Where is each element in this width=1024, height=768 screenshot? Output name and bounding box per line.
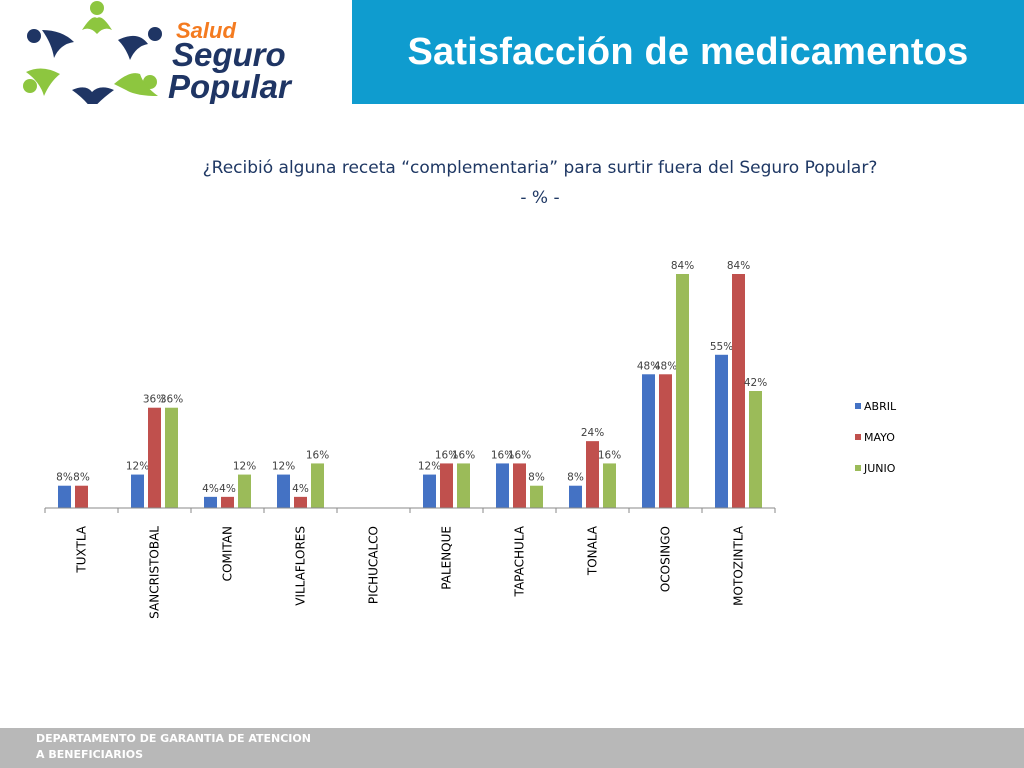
bar-abril-motozintla bbox=[715, 354, 728, 508]
bar-mayo-comitan bbox=[221, 496, 234, 508]
seguro-popular-logo: Salud Seguro Popular bbox=[0, 0, 352, 125]
bar-abril-comitan bbox=[204, 496, 217, 508]
x-tick-label: TUXTLA bbox=[75, 525, 89, 573]
footer-line-1: DEPARTAMENTO DE GARANTIA DE ATENCION bbox=[36, 732, 311, 745]
bar-abril-tapachula bbox=[496, 463, 509, 508]
header-band: Satisfacción de medicamentos bbox=[352, 0, 1024, 104]
bar-mayo-tuxtla bbox=[75, 485, 88, 508]
bar-junio-ocosingo bbox=[676, 274, 689, 508]
chart-unit: - % - bbox=[520, 188, 560, 208]
legend-label-mayo: MAYO bbox=[864, 431, 895, 444]
data-label: 16% bbox=[491, 449, 514, 461]
data-label: 12% bbox=[418, 461, 441, 473]
data-label: 16% bbox=[452, 449, 475, 461]
data-label: 84% bbox=[671, 260, 694, 272]
bar-mayo-villaflores bbox=[294, 496, 307, 508]
data-label: 4% bbox=[292, 483, 309, 495]
footer-line-2: A BENEFICIARIOS bbox=[36, 748, 144, 761]
footer-text: DEPARTAMENTO DE GARANTIA DE ATENCION A B… bbox=[36, 731, 311, 763]
data-label: 4% bbox=[219, 483, 236, 495]
bar-junio-motozintla bbox=[749, 391, 762, 508]
bar-junio-sancristobal bbox=[165, 407, 178, 508]
chart-question: ¿Recibió alguna receta “complementaria” … bbox=[202, 158, 878, 178]
x-tick-label: VILLAFLORES bbox=[294, 526, 308, 606]
bar-abril-tuxtla bbox=[58, 485, 71, 508]
data-label: 16% bbox=[598, 449, 621, 461]
bar-mayo-palenque bbox=[440, 463, 453, 508]
bar-junio-tonala bbox=[603, 463, 616, 508]
data-label: 8% bbox=[56, 472, 73, 484]
x-tick-label: SANCRISTOBAL bbox=[148, 526, 162, 619]
legend-swatch-abril bbox=[855, 403, 861, 409]
data-label: 16% bbox=[435, 449, 458, 461]
data-label: 12% bbox=[272, 461, 295, 473]
bar-mayo-motozintla bbox=[732, 274, 745, 508]
people-circle-icon bbox=[23, 1, 162, 125]
x-tick-label: OCOSINGO bbox=[659, 526, 673, 592]
legend-swatch-mayo bbox=[855, 434, 861, 440]
legend-swatch-junio bbox=[855, 465, 861, 471]
data-label: 48% bbox=[637, 360, 660, 372]
data-label: 16% bbox=[306, 449, 329, 461]
bar-mayo-sancristobal bbox=[148, 407, 161, 508]
x-tick-label: PICHUCALCO bbox=[367, 526, 381, 604]
data-label: 4% bbox=[202, 483, 219, 495]
data-label: 84% bbox=[727, 260, 750, 272]
x-tick-label: TONALA bbox=[586, 525, 600, 576]
data-label: 8% bbox=[73, 472, 90, 484]
data-label: 12% bbox=[233, 461, 256, 473]
data-label: 8% bbox=[567, 472, 584, 484]
logo-seguro-text: Seguro bbox=[172, 36, 286, 73]
footer-band: DEPARTAMENTO DE GARANTIA DE ATENCION A B… bbox=[0, 728, 1024, 768]
legend-label-junio: JUNIO bbox=[863, 462, 896, 475]
data-label: 36% bbox=[160, 394, 183, 406]
legend-label-abril: ABRIL bbox=[864, 400, 897, 413]
data-label: 36% bbox=[143, 394, 166, 406]
logo-popular-text: Popular bbox=[168, 68, 293, 104]
bar-mayo-ocosingo bbox=[659, 374, 672, 508]
bar-abril-tonala bbox=[569, 485, 582, 508]
data-label: 8% bbox=[528, 472, 545, 484]
data-label: 16% bbox=[508, 449, 531, 461]
data-label: 55% bbox=[710, 341, 733, 353]
bar-abril-villaflores bbox=[277, 474, 290, 508]
page-title: Satisfacción de medicamentos bbox=[407, 30, 969, 73]
data-label: 42% bbox=[744, 377, 767, 389]
x-tick-label: COMITAN bbox=[221, 526, 235, 581]
data-label: 12% bbox=[126, 461, 149, 473]
x-tick-label: TAPACHULA bbox=[513, 525, 527, 597]
bar-junio-palenque bbox=[457, 463, 470, 508]
bar-mayo-tapachula bbox=[513, 463, 526, 508]
x-tick-label: PALENQUE bbox=[440, 526, 454, 590]
bar-abril-sancristobal bbox=[131, 474, 144, 508]
bar-junio-comitan bbox=[238, 474, 251, 508]
bar-junio-villaflores bbox=[311, 463, 324, 508]
logo-salud-text: Salud bbox=[176, 18, 236, 43]
bar-junio-tapachula bbox=[530, 485, 543, 508]
bar-abril-palenque bbox=[423, 474, 436, 508]
bar-mayo-tonala bbox=[586, 441, 599, 508]
data-label: 24% bbox=[581, 427, 604, 439]
data-label: 48% bbox=[654, 360, 677, 372]
bar-abril-ocosingo bbox=[642, 374, 655, 508]
x-tick-label: MOTOZINTLA bbox=[732, 525, 746, 606]
